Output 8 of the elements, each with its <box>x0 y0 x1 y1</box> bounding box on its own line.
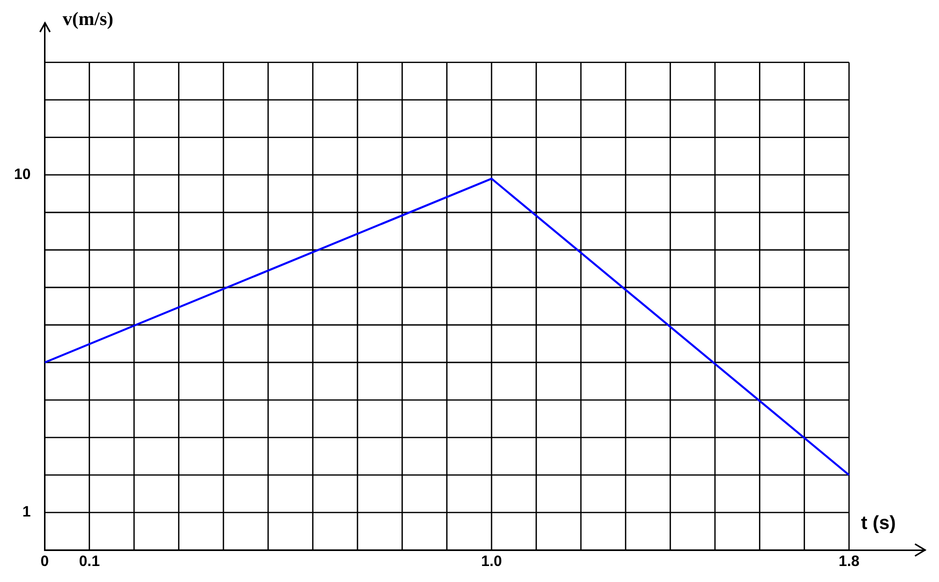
x-tick-label: 0.1 <box>78 553 100 570</box>
y-tick-label: 1 <box>22 504 31 521</box>
y-tick-label: 10 <box>14 166 31 184</box>
x-tick-label: 1.8 <box>838 553 860 570</box>
y-axis-title: v(m/s) <box>62 8 114 30</box>
x-axis-title: t (s) <box>861 513 896 534</box>
x-tick-label: 1.0 <box>481 553 502 570</box>
x-tick-label: 0 <box>40 553 49 570</box>
